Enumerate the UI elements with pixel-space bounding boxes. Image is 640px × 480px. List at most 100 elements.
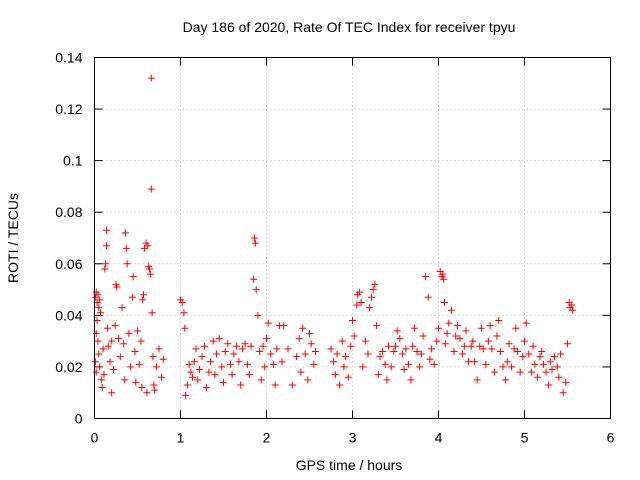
data-point [135, 360, 143, 368]
data-point [139, 296, 147, 304]
data-point [146, 270, 154, 278]
data-point [527, 368, 535, 376]
data-point [383, 376, 391, 384]
data-point [357, 298, 365, 306]
data-point [140, 291, 148, 299]
data-point [529, 342, 537, 350]
data-point [95, 350, 103, 358]
data-point [128, 293, 136, 301]
data-point [307, 340, 315, 348]
data-point [131, 347, 139, 355]
data-point [503, 358, 511, 366]
data-point [201, 342, 209, 350]
data-point [495, 317, 503, 325]
data-point [441, 298, 449, 306]
data-point [134, 327, 141, 335]
data-point [144, 242, 152, 250]
data-point [538, 347, 546, 355]
y-tick-label: 0.08 [55, 204, 82, 220]
data-point [514, 347, 522, 355]
data-point [502, 376, 510, 384]
data-point [111, 322, 119, 330]
x-axis-ticks: 0 1 2 3 4 5 6 [91, 57, 615, 446]
data-point [254, 311, 262, 319]
data-point [505, 340, 513, 348]
data-point [182, 391, 190, 399]
x-tick-label: 3 [349, 430, 357, 446]
data-point [132, 378, 140, 386]
data-point [512, 324, 520, 332]
data-point [369, 286, 377, 294]
data-point [118, 304, 126, 312]
data-point [473, 376, 481, 384]
data-point [137, 337, 145, 345]
data-point [376, 353, 384, 361]
data-point [453, 322, 461, 330]
data-point [373, 322, 381, 330]
data-point [508, 363, 516, 371]
data-point [340, 363, 348, 371]
data-point [151, 386, 159, 394]
data-point [416, 363, 424, 371]
data-point [486, 322, 494, 330]
data-point [147, 74, 155, 82]
data-point [190, 358, 198, 366]
data-point [213, 350, 221, 358]
y-tick-label: 0.14 [55, 50, 82, 66]
data-point [439, 270, 447, 278]
data-point [273, 345, 281, 353]
data-point [347, 342, 355, 350]
data-point [366, 304, 374, 312]
data-point [220, 378, 227, 386]
data-point [178, 298, 186, 306]
x-tick-label: 0 [91, 430, 99, 446]
data-point [147, 185, 155, 193]
data-point [385, 342, 393, 350]
data-point [263, 335, 270, 343]
data-point [422, 273, 430, 281]
data-point [98, 384, 106, 392]
data-point [333, 350, 341, 358]
data-point [288, 381, 296, 389]
data-point [149, 353, 157, 361]
y-tick-label: 0.02 [55, 359, 82, 375]
data-point [359, 363, 367, 371]
data-point [555, 373, 563, 381]
data-point [261, 363, 269, 371]
data-point [568, 301, 576, 309]
data-point [435, 324, 442, 332]
data-point [467, 342, 475, 350]
data-point [195, 366, 203, 374]
plot-frame [94, 57, 611, 419]
data-point [192, 345, 200, 353]
x-tick-label: 1 [177, 430, 185, 446]
data-point [143, 389, 151, 397]
data-point [536, 353, 544, 361]
data-point [251, 239, 259, 247]
data-point [103, 226, 111, 234]
data-point [419, 332, 427, 340]
data-point [331, 371, 339, 379]
data-point [113, 283, 121, 291]
data-point [338, 337, 346, 345]
data-point [257, 376, 265, 384]
data-point [280, 322, 288, 330]
data-point [459, 350, 467, 358]
data-point [310, 360, 318, 368]
data-point [218, 363, 226, 371]
data-point [109, 366, 117, 374]
data-point [327, 345, 335, 353]
data-point [452, 332, 460, 340]
data-point [441, 340, 449, 348]
data-point [404, 360, 412, 368]
data-point [267, 350, 275, 358]
y-axis-ticks: 0 0.02 0.04 0.06 0.08 0.1 0.12 0.14 [55, 50, 611, 427]
data-point [194, 376, 202, 384]
data-point [539, 360, 547, 368]
data-point [312, 347, 320, 355]
data-point [407, 376, 415, 384]
data-point [562, 378, 570, 386]
data-point [499, 363, 507, 371]
data-point [250, 234, 258, 242]
data-point [519, 353, 527, 361]
